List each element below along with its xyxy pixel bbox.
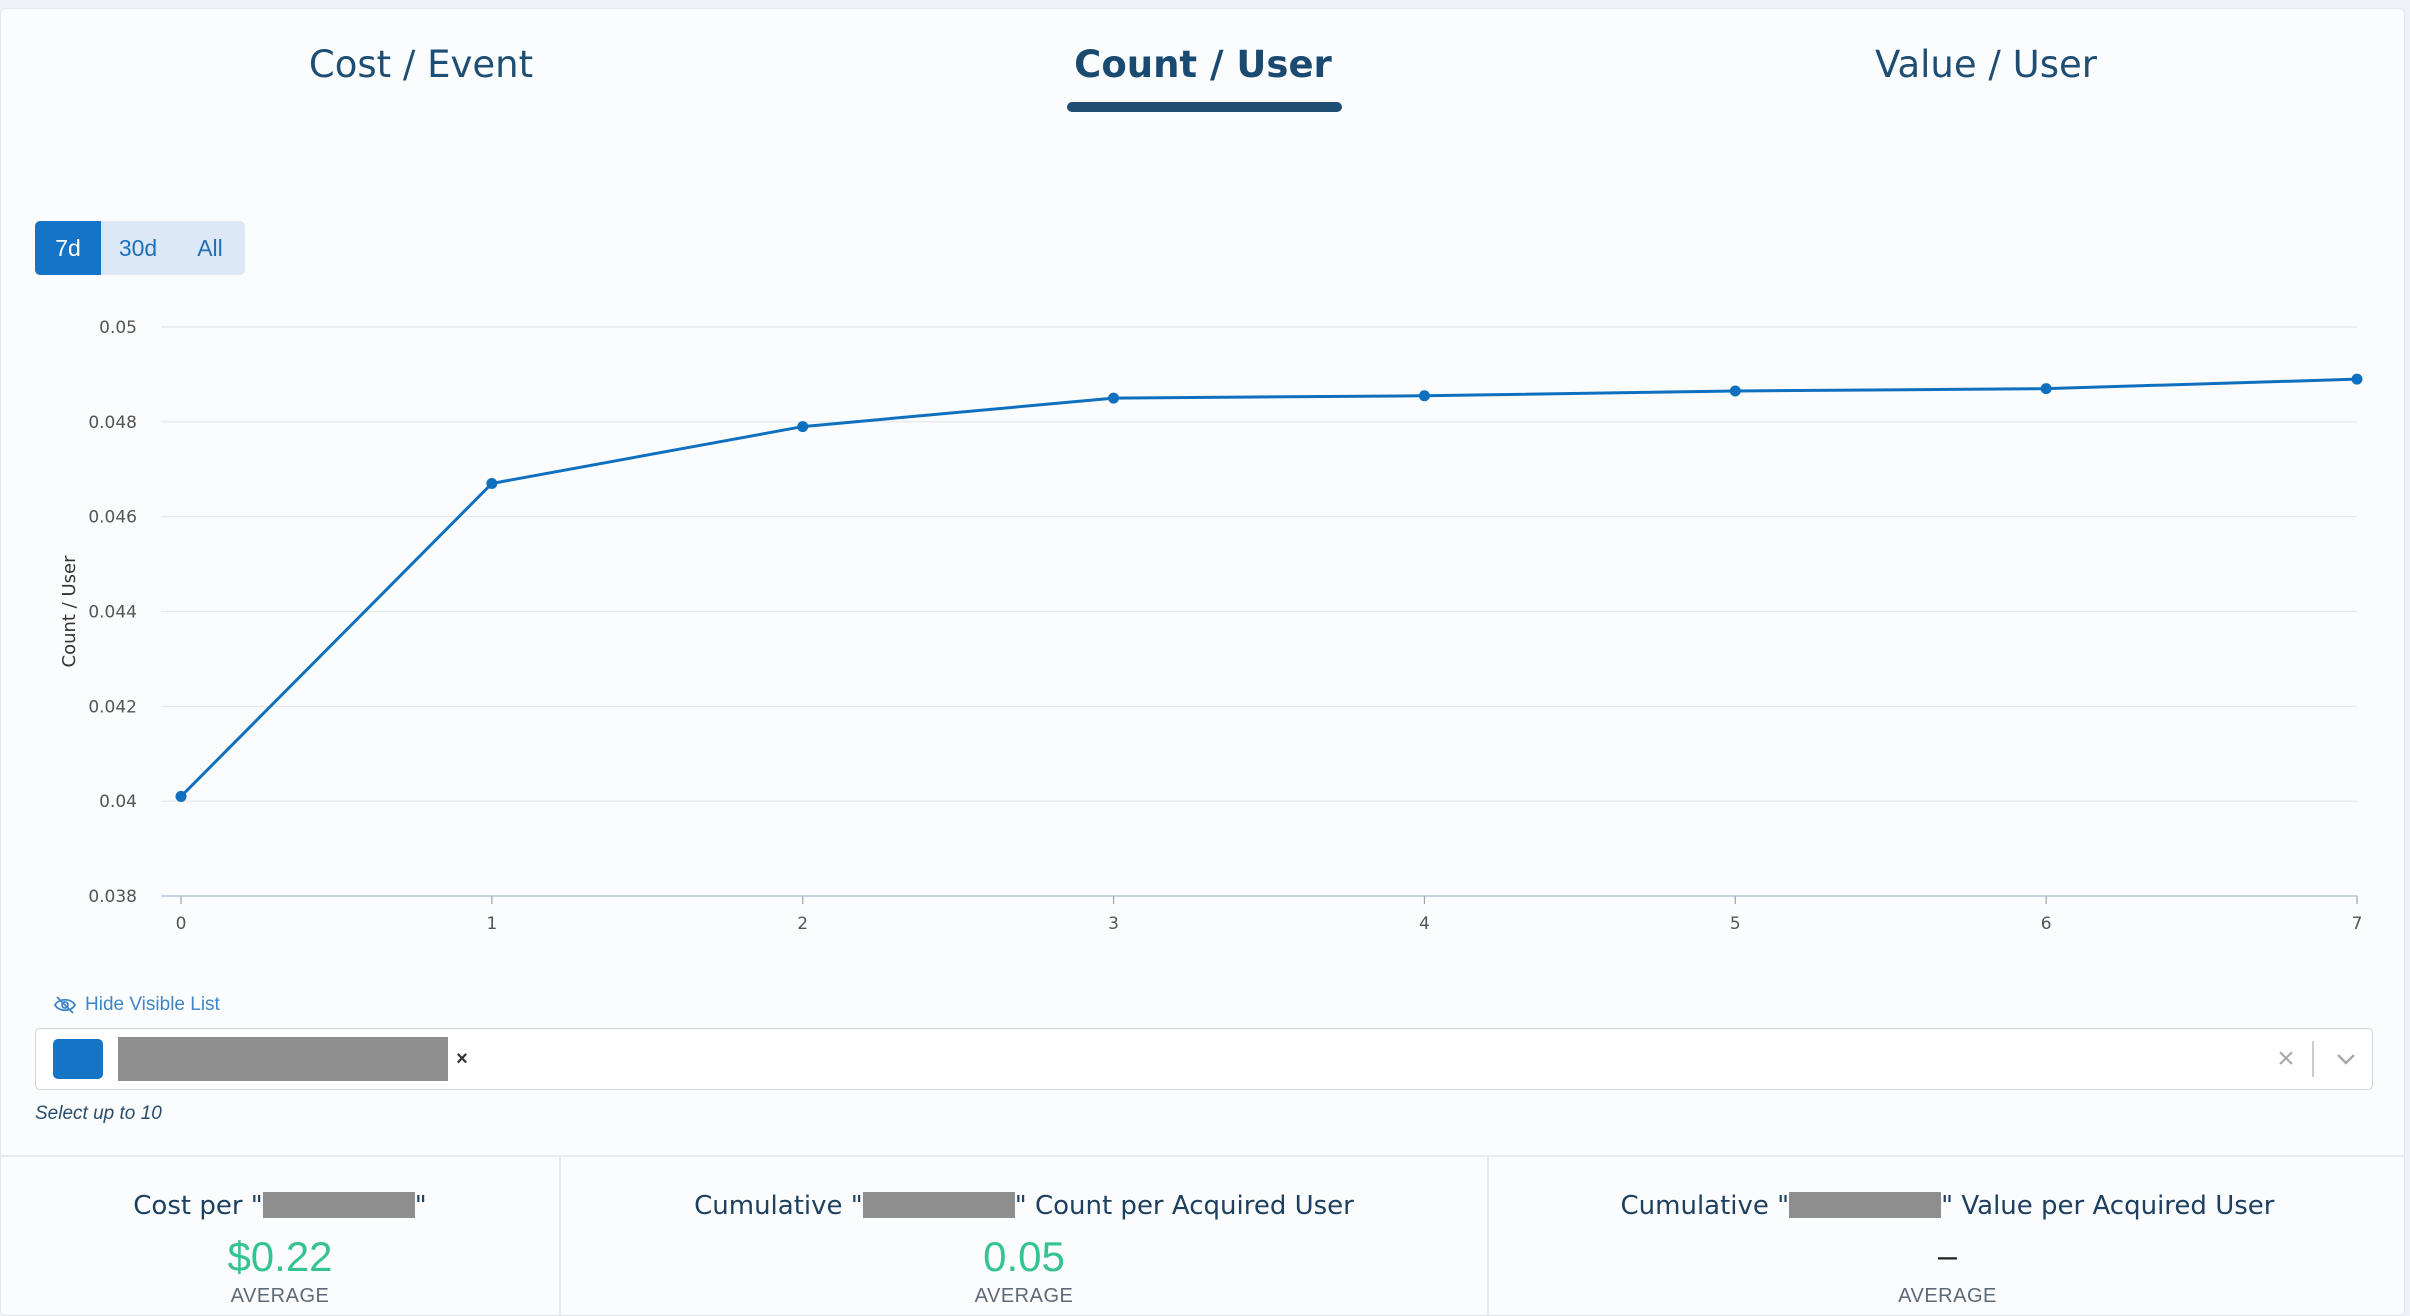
- data-point: [2040, 383, 2052, 395]
- y-tick-label: 0.05: [99, 318, 137, 338]
- stat-separator: [559, 1157, 561, 1315]
- y-tick-label: 0.048: [88, 413, 137, 433]
- range-30d-button[interactable]: 30d: [118, 234, 158, 261]
- stat-value: 0.05: [983, 1233, 1065, 1280]
- series-line: [179, 377, 2358, 798]
- stat-title: Cumulative " " Value per Acquired User: [1620, 1191, 2275, 1221]
- chip-label-redacted: [118, 1037, 448, 1081]
- hide-visible-list-label: Hide Visible List: [85, 994, 220, 1015]
- tab-count-per-user[interactable]: Count / User: [1074, 43, 1332, 86]
- eye-slash-icon: [53, 996, 77, 1014]
- series-select[interactable]: × ×: [35, 1028, 2373, 1090]
- y-tick-label: 0.044: [88, 603, 137, 623]
- x-tick-label: 0: [176, 914, 187, 934]
- data-point: [797, 421, 809, 433]
- data-point: [486, 477, 498, 489]
- dashboard-card: Cost / Event Count / User Value / User 7…: [0, 8, 2405, 1316]
- redacted-name: [1789, 1192, 1942, 1218]
- range-selector: 7d 30d All: [35, 221, 245, 275]
- y-tick-label: 0.046: [88, 508, 137, 528]
- active-tab-indicator: [1067, 102, 1342, 112]
- range-all-button[interactable]: All: [197, 234, 223, 261]
- y-axis-title: Count / User: [59, 555, 80, 668]
- redacted-name: [262, 1192, 415, 1218]
- chip-color-swatch: [53, 1039, 103, 1079]
- stat-value: $0.22: [227, 1233, 333, 1280]
- redacted-name: [862, 1192, 1015, 1218]
- stat-separator: [1487, 1157, 1489, 1315]
- hide-visible-list-link[interactable]: Hide Visible List: [53, 994, 220, 1016]
- x-tick-label: 2: [797, 914, 808, 934]
- clear-selection-button[interactable]: ×: [2277, 1042, 2295, 1075]
- y-tick-label: 0.04: [99, 792, 137, 812]
- stat-cost-per-event: Cost per " " $0.22 AVERAGE: [1, 1157, 559, 1315]
- x-tick-label: 5: [1730, 914, 1741, 934]
- x-tick-label: 7: [2352, 914, 2363, 934]
- data-point: [1729, 385, 1741, 397]
- select-hint: Select up to 10: [35, 1103, 162, 1124]
- select-divider: [2312, 1041, 2314, 1077]
- x-tick-label: 1: [486, 914, 497, 934]
- stat-value-per-user: Cumulative " " Value per Acquired User – …: [1489, 1157, 2404, 1315]
- data-point: [1418, 390, 1430, 402]
- stat-sub: AVERAGE: [974, 1285, 1074, 1307]
- y-tick-label: 0.038: [88, 887, 137, 907]
- x-tick-label: 6: [2041, 914, 2052, 934]
- x-tick-label: 4: [1419, 914, 1430, 934]
- chevron-down-icon[interactable]: [2326, 1039, 2366, 1079]
- line-chart: 0.038 0.04 0.042 0.044 0.046 0.048 0.05 0 1 2 3 4 5 6…: [59, 318, 2363, 934]
- stat-value: –: [1938, 1237, 1957, 1275]
- range-7d-button[interactable]: 7d: [35, 221, 101, 275]
- stat-sub: AVERAGE: [230, 1285, 330, 1307]
- stat-count-per-user: Cumulative " " Count per Acquired User 0.…: [561, 1157, 1487, 1315]
- x-tick-label: 3: [1108, 914, 1119, 934]
- stats-divider: [1, 1155, 2404, 1157]
- tab-value-per-user[interactable]: Value / User: [1875, 43, 2097, 86]
- stat-sub: AVERAGE: [1898, 1285, 1997, 1307]
- data-point: [1108, 392, 1120, 404]
- chip-remove-button[interactable]: ×: [456, 1047, 468, 1070]
- stat-title: Cumulative " " Count per Acquired User: [694, 1191, 1354, 1221]
- data-point: [2351, 373, 2363, 385]
- y-tick-label: 0.042: [88, 697, 137, 717]
- stat-title: Cost per " ": [133, 1191, 427, 1221]
- tab-cost-per-event[interactable]: Cost / Event: [308, 43, 534, 86]
- data-point: [175, 790, 187, 802]
- metric-tabs: Cost / Event Count / User Value / User: [1, 9, 2404, 129]
